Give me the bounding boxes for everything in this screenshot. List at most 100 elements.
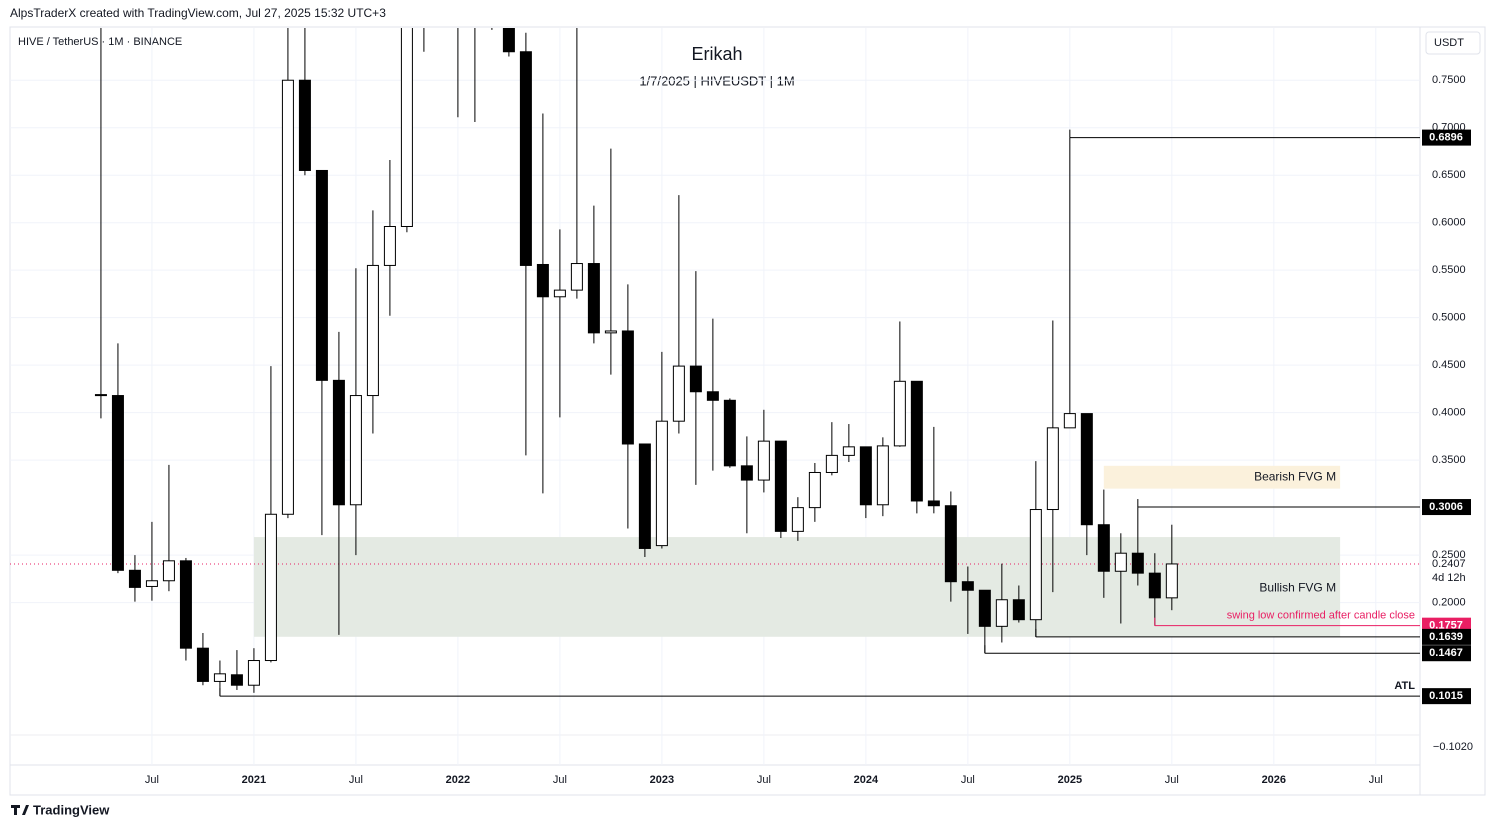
candle-body xyxy=(587,263,600,334)
candle-body xyxy=(825,454,838,473)
x-tick-label: Jul xyxy=(1165,774,1179,786)
plot xyxy=(10,0,1420,765)
candle-body xyxy=(944,505,957,583)
candle-body xyxy=(179,560,192,649)
candle-body xyxy=(978,589,991,627)
candle-body xyxy=(1148,572,1161,599)
candle-body xyxy=(570,263,583,291)
candle-body xyxy=(1080,413,1093,526)
y-tick-label: 0.7500 xyxy=(1432,74,1466,86)
candle-body xyxy=(502,28,515,53)
candle-body xyxy=(128,569,141,588)
logo-mark[interactable] xyxy=(11,805,29,815)
candle-body xyxy=(349,395,362,506)
x-tick-label: 2024 xyxy=(854,774,879,786)
candle-body xyxy=(145,580,158,587)
footer-logo[interactable]: TradingView xyxy=(11,802,110,817)
x-tick-label: 2026 xyxy=(1262,774,1286,786)
candle-body xyxy=(604,330,617,334)
current-price-label: 0.2407 xyxy=(1432,558,1466,570)
candle-body xyxy=(400,28,413,227)
candle-body xyxy=(808,471,821,509)
axis-extra-label: −0.1020 xyxy=(1433,741,1473,753)
candle-body xyxy=(1097,524,1110,572)
candle-body xyxy=(893,380,906,447)
candle-body xyxy=(1046,427,1059,511)
x-tick-label: Jul xyxy=(145,774,159,786)
candle-body xyxy=(383,225,396,266)
x-tick-label: Jul xyxy=(349,774,363,786)
x-tick-label: Jul xyxy=(553,774,567,786)
candle-body xyxy=(519,51,532,266)
price-badge xyxy=(1422,129,1471,146)
chart-subtitle: 1/7/2025 | HIVEUSDT | 1M xyxy=(639,73,794,88)
candle-body xyxy=(315,169,328,381)
candle-body xyxy=(1131,552,1144,574)
candle-body xyxy=(774,440,787,532)
symbol: HIVE / TetherUS · 1M · BINANCE xyxy=(18,36,182,48)
x-tick-label: 2025 xyxy=(1058,774,1082,786)
zone-label: Bullish FVG M xyxy=(1259,581,1336,595)
y-tick-label: 0.6500 xyxy=(1432,169,1466,181)
candle-body xyxy=(111,395,124,571)
candle-body xyxy=(910,380,923,502)
countdown: 4d 12h xyxy=(1432,572,1466,584)
x-tick-label: Jul xyxy=(1369,774,1383,786)
candle-body xyxy=(1114,552,1127,572)
currency-box[interactable] xyxy=(1425,31,1481,55)
candle-body xyxy=(961,581,974,591)
price-badge-label: 0.3006 xyxy=(1429,501,1463,513)
candle-body xyxy=(366,264,379,397)
candle-body xyxy=(418,0,429,14)
candle-body xyxy=(281,79,294,515)
price-badge-label: 0.6896 xyxy=(1429,132,1463,144)
level-label: swing low confirmed after candle close xyxy=(1227,610,1415,622)
zone-label: Bearish FVG M xyxy=(1254,469,1336,483)
chart-title: Erikah xyxy=(691,44,742,64)
footer-brand[interactable]: TradingView xyxy=(33,802,110,817)
candle-body xyxy=(655,420,668,547)
candle-body xyxy=(842,446,855,456)
candle-body xyxy=(94,394,107,397)
x-tick-label: 2023 xyxy=(650,774,674,786)
price-badge-label: 0.1467 xyxy=(1429,647,1463,659)
x-tick-label: 2021 xyxy=(242,774,266,786)
y-tick-label: 0.5500 xyxy=(1432,264,1466,276)
candle-body xyxy=(706,391,719,401)
candle-body xyxy=(927,500,940,507)
fvg-zone xyxy=(1103,465,1341,489)
x-tick-label: 2022 xyxy=(446,774,470,786)
y-tick-label: 0.6000 xyxy=(1432,217,1466,229)
candle-body xyxy=(1012,599,1025,621)
candle-body xyxy=(247,660,260,686)
candle-body xyxy=(230,674,243,686)
candle-body xyxy=(859,446,872,506)
candle-body xyxy=(162,560,175,582)
price-badge-label: 0.1015 xyxy=(1429,690,1463,702)
y-tick-label: 0.2000 xyxy=(1432,597,1466,609)
y-tick-label: 0.5000 xyxy=(1432,312,1466,324)
candle-body xyxy=(876,445,889,506)
candle-body xyxy=(196,647,209,682)
attribution: AlpsTraderX created with TradingView.com… xyxy=(10,6,386,20)
candle-body xyxy=(1165,563,1178,599)
level-label: ATL xyxy=(1394,680,1415,692)
y-tick-label: 0.2500 xyxy=(1432,549,1466,561)
currency[interactable]: USDT xyxy=(1434,37,1464,49)
price-badge-label: 0.1757 xyxy=(1429,620,1463,632)
x-tick-label: Jul xyxy=(757,774,771,786)
candle-body xyxy=(621,330,634,445)
candle-body xyxy=(536,263,549,298)
y-tick-label: 0.3500 xyxy=(1432,454,1466,466)
y-tick-label: 0.7000 xyxy=(1432,122,1466,134)
y-tick-label: 0.4000 xyxy=(1432,407,1466,419)
candle-body xyxy=(1063,413,1076,429)
price-badge xyxy=(1422,628,1471,645)
y-tick-label: 0.4500 xyxy=(1432,359,1466,371)
candle-body xyxy=(553,289,566,298)
price-badge-label: 0.1639 xyxy=(1429,631,1463,643)
overlay: 0.7500 0.7000 0.6500 0.6000 0.5500 0.5000 0.45… xyxy=(145,74,1471,786)
candle-body xyxy=(332,379,345,506)
